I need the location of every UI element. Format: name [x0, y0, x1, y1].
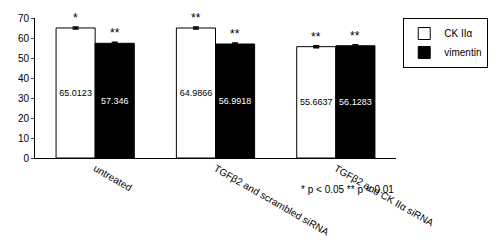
svg-text:TGFβ2 and scrambled siRNA: TGFβ2 and scrambled siRNA — [212, 163, 331, 238]
svg-text:50: 50 — [18, 53, 30, 64]
svg-text:**: ** — [230, 27, 240, 41]
svg-text:**: ** — [191, 11, 201, 25]
svg-text:CK IIα: CK IIα — [444, 28, 472, 39]
svg-text:**: ** — [311, 30, 321, 44]
svg-text:55.6637: 55.6637 — [300, 97, 333, 107]
svg-text:*: * — [73, 11, 78, 25]
svg-text:65.0123: 65.0123 — [59, 88, 92, 98]
svg-text:vimentin: vimentin — [444, 47, 481, 58]
svg-text:60: 60 — [18, 33, 30, 44]
svg-text:* p < 0.05 ** p < 0.01: * p < 0.05 ** p < 0.01 — [301, 184, 394, 195]
svg-text:56.9918: 56.9918 — [219, 96, 252, 106]
svg-text:**: ** — [350, 29, 360, 43]
svg-text:untreated: untreated — [92, 163, 134, 194]
svg-text:10: 10 — [18, 133, 30, 144]
svg-text:64.9866: 64.9866 — [180, 88, 213, 98]
svg-text:56.1283: 56.1283 — [339, 97, 372, 107]
svg-text:57.346: 57.346 — [101, 96, 129, 106]
svg-text:0: 0 — [23, 153, 29, 164]
svg-text:**: ** — [110, 26, 120, 40]
svg-text:TGFβ2 and CK IIα siRNA: TGFβ2 and CK IIα siRNA — [332, 163, 435, 229]
svg-text:70: 70 — [18, 13, 30, 24]
svg-text:40: 40 — [18, 73, 30, 84]
svg-text:20: 20 — [18, 113, 30, 124]
svg-text:30: 30 — [18, 93, 30, 104]
